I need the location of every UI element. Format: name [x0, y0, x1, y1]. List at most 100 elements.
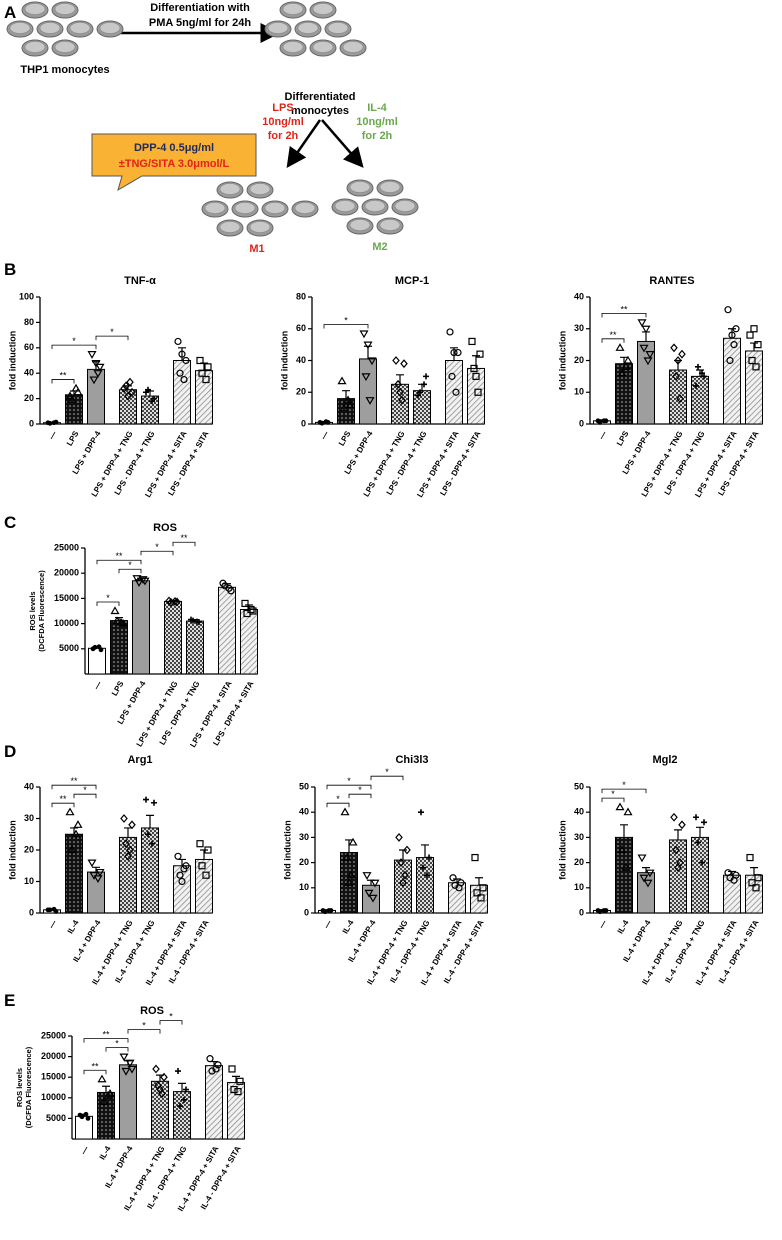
point: [96, 644, 102, 650]
point: [471, 853, 479, 862]
y-tick-label: 40: [24, 781, 34, 791]
point: [120, 814, 128, 823]
bar: [141, 827, 159, 914]
significance-bracket: [140, 550, 174, 556]
bar: [110, 620, 128, 675]
point: [746, 853, 754, 862]
point: [726, 356, 734, 365]
point: [399, 878, 407, 888]
point: [752, 363, 760, 371]
error-bar: [750, 867, 758, 876]
dish-inner: [24, 41, 46, 53]
dish-inner: [379, 181, 401, 193]
y-axis-label: fold induction: [557, 820, 567, 879]
x-tick-label: IL-4 - DPP-4 + SITA: [442, 918, 486, 985]
point: [420, 864, 426, 871]
point: [174, 852, 182, 860]
significance-label: *: [169, 1012, 173, 1022]
point: [426, 854, 432, 861]
dish-inner: [294, 202, 316, 214]
chart: ROS ROS levels (DCFDA Fluorescence) 5000 100…: [28, 522, 258, 749]
y-tick-label: 10: [574, 882, 584, 892]
bar: [691, 375, 709, 425]
significance-bracket: [96, 559, 142, 565]
chart-title: Arg1: [127, 754, 152, 766]
point: [124, 391, 132, 401]
panel-label: C: [4, 513, 16, 532]
y-tick-label: 40: [574, 807, 584, 817]
point: [699, 370, 705, 377]
y-tick-label: 5000: [59, 643, 79, 653]
y-tick-label: 20: [296, 387, 306, 397]
bar: [195, 858, 213, 914]
point: [243, 609, 251, 618]
dish-inner: [234, 202, 256, 214]
y-tick-label: 20: [24, 393, 34, 403]
y-tick-label: 20: [574, 355, 584, 365]
y-tick-label: 20: [299, 857, 309, 867]
significance-bracket: [323, 324, 369, 329]
point: [699, 859, 705, 866]
point: [180, 375, 188, 384]
diagram-text: M1: [249, 243, 264, 255]
point: [359, 330, 369, 339]
significance-bracket: [51, 379, 75, 384]
point: [472, 372, 480, 380]
point: [178, 877, 186, 886]
significance-bracket: [159, 1020, 183, 1025]
x-tick-label: LPS - DPP-4 + SITA: [166, 429, 210, 497]
error-bar: [146, 814, 154, 828]
point: [176, 871, 184, 879]
error-bar: [674, 829, 682, 840]
point: [364, 889, 374, 898]
point: [171, 597, 179, 606]
point: [730, 341, 738, 349]
x-tick-label: IL-4 - DPP-4 + SITA: [199, 1144, 243, 1211]
point: [176, 369, 184, 377]
point: [446, 328, 454, 336]
point: [601, 418, 607, 424]
point: [97, 1074, 107, 1083]
point: [67, 845, 77, 854]
point: [396, 387, 404, 397]
point: [394, 379, 402, 389]
arrow: [321, 119, 364, 168]
y-tick-label: 60: [296, 323, 306, 333]
point: [214, 1061, 222, 1069]
x-tick-label: IL-4 - DPP-4 + SITA: [717, 918, 761, 985]
error-bar: [102, 1085, 110, 1093]
dish-inner: [364, 200, 386, 212]
point: [474, 388, 482, 396]
dish-inner: [282, 41, 304, 53]
bar: [745, 350, 763, 425]
point: [92, 644, 98, 650]
bar: [195, 370, 213, 425]
point: [678, 349, 686, 359]
dish-inner: [312, 3, 334, 15]
y-tick-label: 10000: [54, 618, 79, 628]
x-tick-label: LPS - DPP-4 + SITA: [211, 679, 255, 747]
y-tick-label: 10: [299, 882, 309, 892]
point: [103, 1091, 113, 1099]
error-bar: [620, 356, 628, 364]
y-tick-label: 0: [304, 907, 309, 917]
point: [323, 419, 329, 425]
point: [173, 597, 181, 607]
point: [340, 807, 350, 816]
dish-inner: [282, 3, 304, 15]
error-bar: [620, 824, 628, 838]
dish-inner: [312, 41, 334, 53]
point: [363, 341, 373, 350]
point: [67, 395, 77, 403]
point: [674, 356, 682, 365]
error-bar: [728, 328, 736, 339]
point: [202, 375, 210, 384]
y-tick-label: 20000: [41, 1051, 66, 1061]
x-tick-label: LPS: [110, 679, 126, 698]
significance-bracket: [73, 793, 97, 799]
point: [156, 1085, 164, 1094]
significance-label: *: [115, 1039, 119, 1049]
point: [473, 889, 481, 897]
point: [145, 386, 151, 393]
